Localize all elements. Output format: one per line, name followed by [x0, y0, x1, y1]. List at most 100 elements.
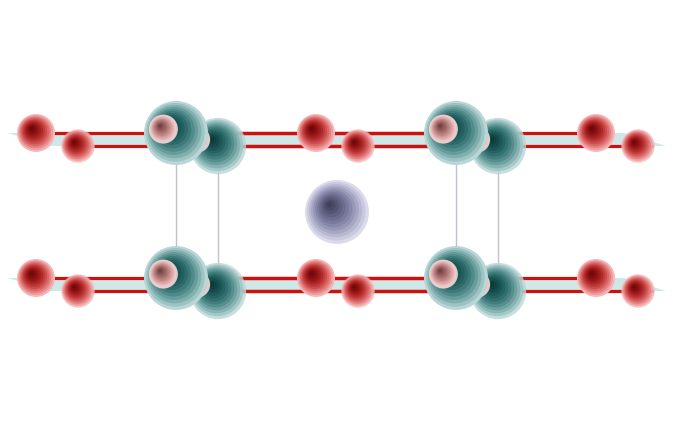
Circle shape [631, 139, 639, 147]
Circle shape [154, 264, 171, 281]
Circle shape [204, 277, 222, 296]
Circle shape [148, 250, 202, 303]
Circle shape [624, 132, 650, 157]
Circle shape [185, 128, 208, 150]
Circle shape [189, 131, 202, 145]
Circle shape [470, 132, 481, 143]
Circle shape [69, 137, 82, 151]
Circle shape [26, 267, 41, 283]
Circle shape [350, 283, 361, 294]
Circle shape [633, 286, 636, 289]
Circle shape [307, 182, 365, 241]
Circle shape [506, 290, 512, 296]
Circle shape [192, 279, 196, 284]
Circle shape [633, 141, 636, 144]
Circle shape [430, 107, 478, 155]
Circle shape [188, 131, 204, 146]
Circle shape [304, 266, 323, 285]
Circle shape [433, 263, 452, 282]
Circle shape [71, 284, 79, 292]
Circle shape [631, 284, 639, 292]
Circle shape [436, 122, 446, 131]
Circle shape [298, 260, 333, 295]
Circle shape [191, 265, 243, 316]
Circle shape [301, 117, 329, 146]
Circle shape [433, 264, 450, 281]
Circle shape [623, 276, 651, 304]
Circle shape [479, 127, 512, 159]
Circle shape [442, 119, 458, 135]
Circle shape [627, 134, 646, 154]
Circle shape [299, 116, 331, 148]
Circle shape [155, 121, 167, 133]
Circle shape [625, 134, 648, 156]
Circle shape [158, 260, 185, 287]
Circle shape [190, 263, 246, 319]
Circle shape [189, 277, 201, 288]
Circle shape [624, 277, 650, 302]
Circle shape [69, 282, 82, 296]
Circle shape [299, 261, 331, 293]
Circle shape [158, 269, 163, 273]
Circle shape [577, 114, 615, 152]
Circle shape [466, 273, 487, 295]
Circle shape [21, 117, 49, 146]
Circle shape [160, 117, 181, 138]
Circle shape [466, 129, 486, 148]
Circle shape [348, 282, 363, 296]
Circle shape [197, 270, 235, 307]
Circle shape [71, 285, 78, 290]
Circle shape [429, 114, 458, 144]
Circle shape [590, 272, 593, 275]
Circle shape [505, 289, 512, 297]
Circle shape [29, 126, 35, 132]
Circle shape [302, 119, 327, 144]
Circle shape [589, 271, 595, 277]
Circle shape [154, 120, 169, 134]
Circle shape [65, 279, 88, 301]
Circle shape [164, 266, 175, 277]
Circle shape [154, 256, 191, 293]
Circle shape [71, 140, 78, 145]
Circle shape [62, 275, 93, 306]
Circle shape [627, 136, 644, 152]
Circle shape [344, 132, 369, 157]
Circle shape [323, 198, 339, 214]
Circle shape [352, 285, 357, 290]
Circle shape [317, 192, 349, 224]
Circle shape [195, 123, 237, 165]
Circle shape [23, 120, 45, 142]
Circle shape [29, 271, 35, 277]
Circle shape [30, 272, 33, 275]
Circle shape [343, 276, 371, 304]
Circle shape [438, 124, 443, 128]
Circle shape [313, 188, 356, 231]
Circle shape [470, 278, 479, 287]
Circle shape [65, 134, 88, 156]
Circle shape [311, 186, 359, 234]
Circle shape [222, 287, 237, 301]
Circle shape [67, 279, 86, 299]
Circle shape [477, 270, 514, 307]
Circle shape [506, 145, 512, 151]
Circle shape [144, 101, 208, 165]
Circle shape [352, 140, 357, 145]
Circle shape [225, 290, 231, 296]
Circle shape [155, 266, 167, 278]
Circle shape [437, 123, 444, 130]
Circle shape [622, 275, 653, 306]
Circle shape [350, 138, 361, 149]
Circle shape [297, 259, 335, 297]
Circle shape [426, 103, 485, 162]
Circle shape [482, 275, 506, 298]
Circle shape [189, 276, 202, 290]
Circle shape [220, 284, 241, 305]
Circle shape [17, 114, 55, 152]
Circle shape [353, 141, 356, 144]
Circle shape [17, 259, 55, 297]
Circle shape [222, 142, 237, 156]
Circle shape [473, 121, 520, 168]
Circle shape [21, 262, 49, 291]
Circle shape [157, 123, 164, 130]
Circle shape [65, 277, 90, 302]
